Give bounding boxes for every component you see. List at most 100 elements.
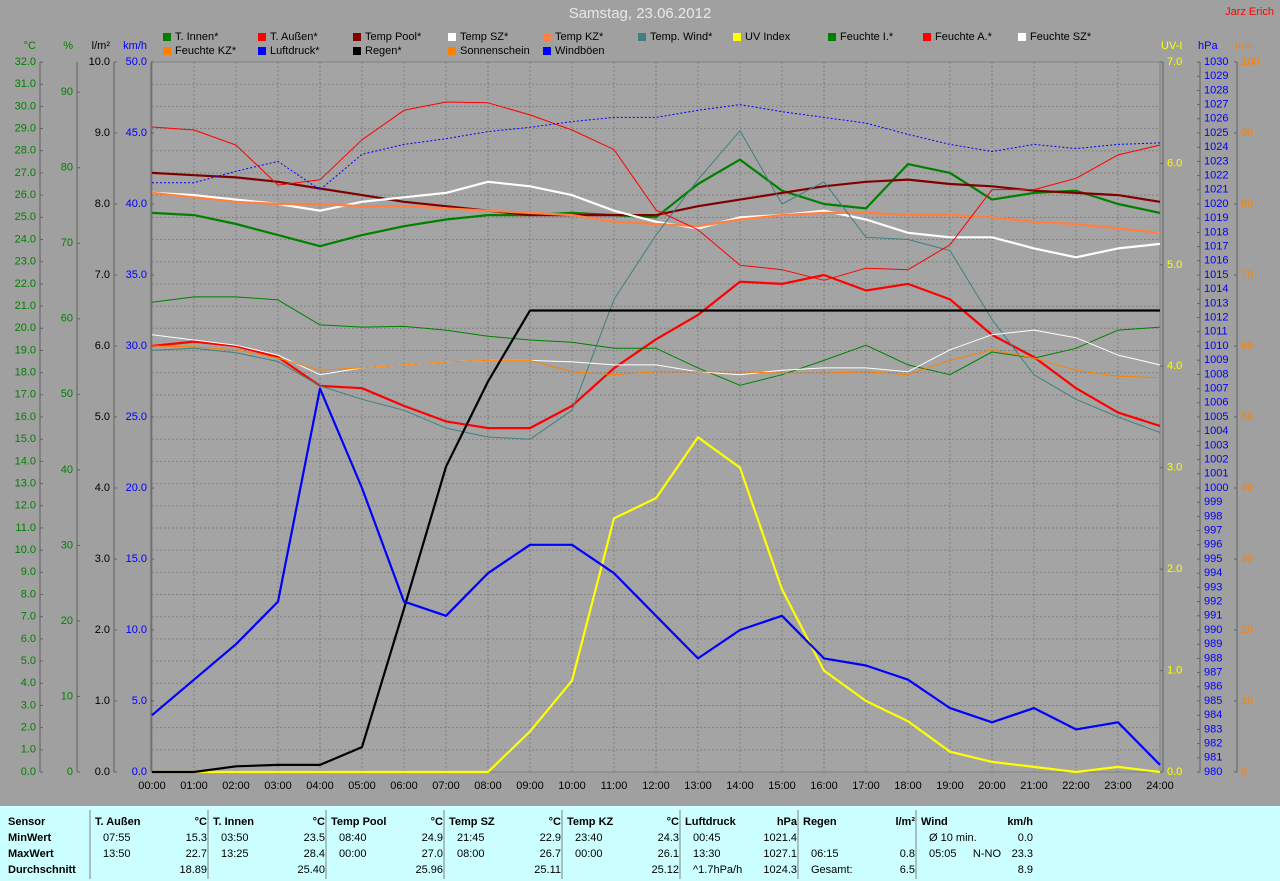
y-tick-label: 0.0	[21, 766, 36, 778]
group-unit: hPa	[777, 816, 798, 828]
y-tick-label: 0	[67, 766, 73, 778]
y-tick-label: 90	[61, 86, 73, 98]
y-tick-label: 1.0	[1167, 664, 1182, 676]
y-tick-label: 1020	[1204, 198, 1228, 210]
y-tick-label: 8.0	[21, 588, 36, 600]
y-tick-label: 40	[61, 464, 73, 476]
table-cell: 07:55	[103, 832, 131, 844]
y-tick-label: 14.0	[15, 455, 36, 467]
y-tick-label: 1023	[1204, 155, 1228, 167]
y-tick-label: 20.0	[15, 322, 36, 334]
y-tick-label: 1029	[1204, 70, 1228, 82]
x-tick-label: 02:00	[222, 780, 250, 792]
table-cell: 1024.3	[763, 864, 797, 876]
y-tick-label: 4.0	[1167, 360, 1182, 372]
series-line	[151, 180, 1161, 259]
table-cell: 00:00	[575, 848, 603, 860]
group-unit: km/h	[1007, 816, 1033, 828]
group-unit: l/m²	[895, 816, 915, 828]
table-cell: 0.8	[900, 848, 915, 860]
y-tick-label: 28.0	[15, 145, 36, 157]
series-line	[151, 130, 1161, 440]
y-tick-label: 1009	[1204, 354, 1228, 366]
y-tick-label: 32.0	[15, 56, 36, 68]
author: Jarz Erich	[1225, 6, 1274, 18]
y-tick-label: 19.0	[15, 344, 36, 356]
legend-swatch	[448, 47, 456, 55]
series-line	[151, 345, 1161, 379]
legend-swatch	[1018, 33, 1026, 41]
y-tick-label: 992	[1204, 596, 1222, 608]
row-label: MinWert	[8, 832, 52, 844]
y-tick-label: 4.0	[95, 482, 110, 494]
y-tick-label: 25.0	[126, 411, 147, 423]
table-cell: 03:50	[221, 832, 249, 844]
x-tick-label: 00:00	[138, 780, 166, 792]
group-name: Temp SZ	[449, 816, 495, 828]
y-tick-label: 1001	[1204, 468, 1228, 480]
legend-swatch	[448, 33, 456, 41]
legend-swatch	[163, 33, 171, 41]
y-tick-label: 991	[1204, 610, 1222, 622]
y-tick-label: 1000	[1204, 482, 1228, 494]
y-tick-label: 40	[1241, 482, 1253, 494]
y-tick-label: 6.0	[95, 340, 110, 352]
table-cell: 24.9	[422, 832, 443, 844]
y-tick-label: 985	[1204, 695, 1222, 707]
y-tick-label: 5.0	[1167, 259, 1182, 271]
x-tick-label: 19:00	[936, 780, 964, 792]
y-tick-label: 1008	[1204, 368, 1228, 380]
group-name: T. Innen	[213, 816, 254, 828]
x-tick-label: 14:00	[726, 780, 754, 792]
series-line	[152, 104, 1161, 191]
table-cell: 13:30	[693, 848, 721, 860]
legend-label: Feuchte KZ*	[175, 45, 237, 57]
table-cell: 26.1	[658, 848, 679, 860]
y-tick-label: 26.0	[15, 189, 36, 201]
y-tick-label: 1002	[1204, 454, 1228, 466]
y-tick-label: 80	[1241, 198, 1253, 210]
table-cell: N-NO	[973, 848, 1002, 860]
legend-label: T. Innen*	[175, 31, 219, 43]
y-tick-label: 5.0	[21, 655, 36, 667]
group-unit: °C	[195, 816, 207, 828]
y-tick-label: 980	[1204, 766, 1222, 778]
x-tick-label: 24:00	[1146, 780, 1174, 792]
x-tick-label: 22:00	[1062, 780, 1090, 792]
y-tick-label: 27.0	[15, 167, 36, 179]
table-cell: ^1.7hPa/h	[693, 864, 742, 876]
group-name: Temp Pool	[331, 816, 386, 828]
y-tick-label: 995	[1204, 553, 1222, 565]
y-tick-label: 1018	[1204, 226, 1228, 238]
legend-swatch	[353, 33, 361, 41]
legend-label: UV Index	[745, 31, 791, 43]
legend-swatch	[733, 33, 741, 41]
x-tick-label: 04:00	[306, 780, 334, 792]
group-unit: °C	[313, 816, 325, 828]
y-tick-label: 0	[1241, 766, 1247, 778]
legend-swatch	[828, 33, 836, 41]
y-tick-label: 13.0	[15, 477, 36, 489]
y-tick-label: 1026	[1204, 113, 1228, 125]
y-tick-label: 981	[1204, 752, 1222, 764]
y-tick-label: 1016	[1204, 255, 1228, 267]
x-tick-label: 20:00	[978, 780, 1006, 792]
y-tick-label: 31.0	[15, 78, 36, 90]
y-tick-label: 7.0	[21, 611, 36, 623]
y-tick-label: 20	[61, 615, 73, 627]
axis-label: UV-I	[1161, 40, 1182, 52]
y-tick-label: 1.0	[21, 744, 36, 756]
axis-label: %	[63, 40, 73, 52]
legend-swatch	[163, 47, 171, 55]
y-tick-label: 7.0	[95, 269, 110, 281]
y-tick-label: 30.0	[15, 100, 36, 112]
y-tick-label: 30	[61, 539, 73, 551]
table-cell: 22.9	[540, 832, 561, 844]
axis-label: min	[1235, 40, 1253, 52]
table-cell: 23.5	[304, 832, 325, 844]
table-cell: 6.5	[900, 864, 915, 876]
y-tick-label: 20.0	[126, 482, 147, 494]
table-cell: 27.0	[422, 848, 443, 860]
y-tick-label: 993	[1204, 581, 1222, 593]
